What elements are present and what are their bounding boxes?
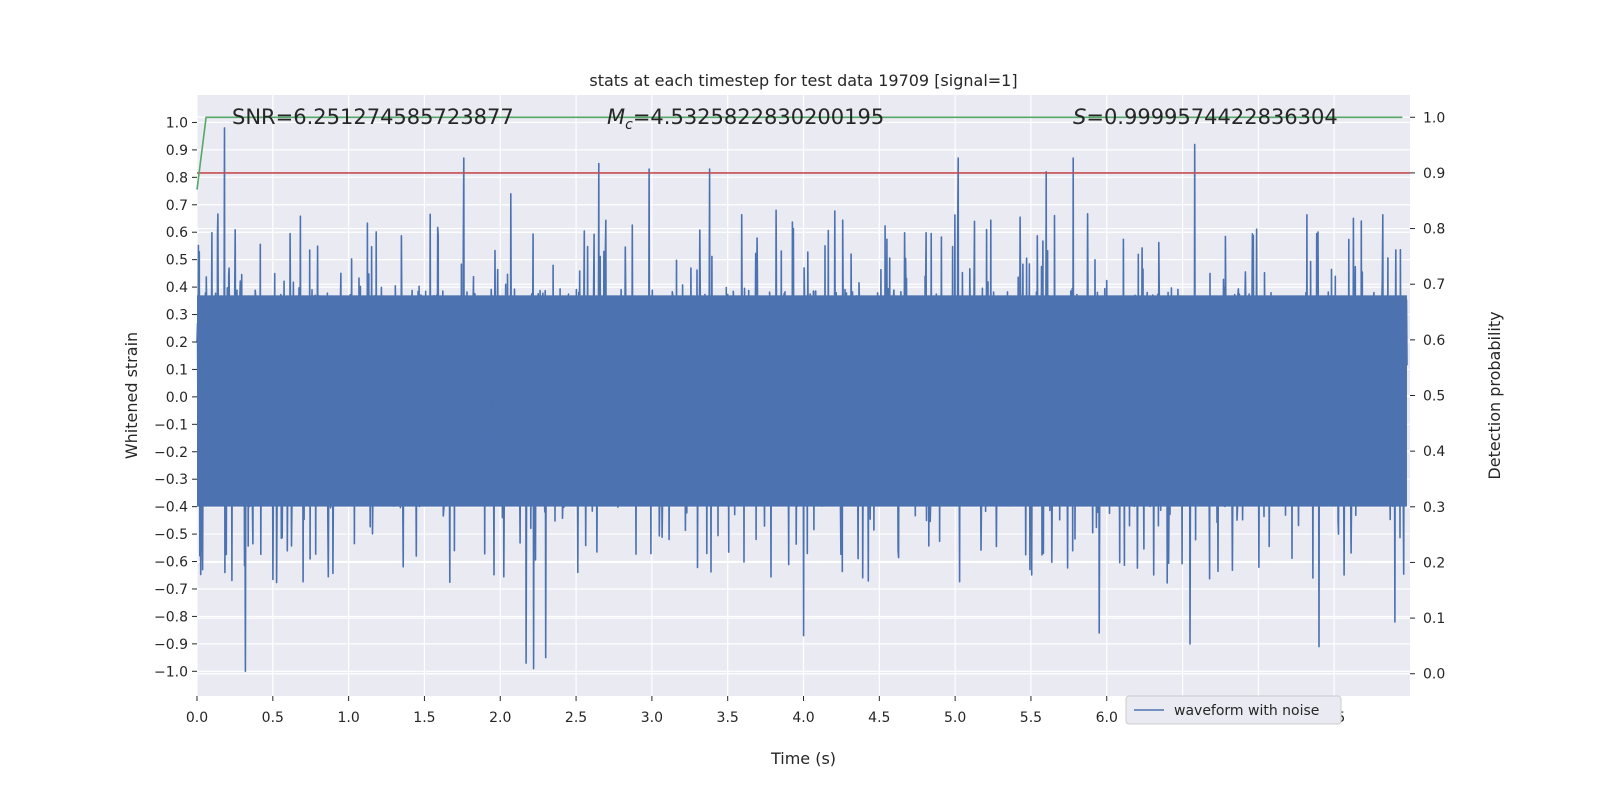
y-left-tick-label: −1.0	[154, 664, 188, 680]
probability-series	[196, 116, 1410, 190]
x-tick-label: 3.5	[717, 710, 739, 726]
y-left-tick-label: 0.1	[166, 362, 188, 378]
legend: waveform with noise	[1125, 695, 1342, 725]
x-tick-label: 2.0	[489, 710, 511, 726]
y-right-tick-label: 0.3	[1423, 500, 1445, 516]
y-right-tick-label: 0.9	[1423, 166, 1445, 182]
y-left-axis-label: Whitened strain	[122, 332, 141, 459]
y-left-tick-label: 0.3	[166, 308, 188, 324]
x-tick-label: 6.0	[1096, 710, 1118, 726]
y-left-tick-label: 0.5	[166, 253, 188, 269]
y-left-tick-label: −0.8	[154, 609, 188, 625]
y-left-tick-label: −0.4	[154, 500, 188, 516]
x-tick-label: 4.0	[792, 710, 814, 726]
y-right-tick-label: 0.1	[1423, 611, 1445, 627]
waveform-series	[196, 127, 1408, 673]
x-tick-label: 5.0	[944, 710, 966, 726]
legend-label: waveform with noise	[1174, 703, 1319, 719]
y-left-tick-label: −0.2	[154, 445, 188, 461]
x-tick-label: 5.5	[1020, 710, 1042, 726]
mc-value: =4.5325822830200195	[633, 105, 884, 129]
y-left-axis-ticks: 1.0 0.9 0.8 0.7 0.6 0.5 0.4 0.3 0.2 0.1 0.0 −0.1 −0.…	[154, 115, 197, 680]
mc-symbol: M	[607, 105, 625, 129]
legend-box	[1125, 695, 1342, 725]
y-left-tick-label: 0.9	[166, 143, 188, 159]
y-right-tick-label: 0.8	[1423, 222, 1445, 238]
detection-probability-line	[196, 116, 1403, 190]
y-right-tick-label: 0.5	[1423, 389, 1445, 405]
x-tick-label: 4.5	[868, 710, 890, 726]
x-tick-label: 2.5	[565, 710, 587, 726]
snr-annotation: SNR=6.251274585723877	[232, 105, 514, 129]
s-symbol: S	[1073, 105, 1086, 129]
x-axis-label: Time (s)	[770, 749, 836, 768]
y-right-tick-label: 0.4	[1423, 444, 1445, 460]
y-left-tick-label: 0.4	[166, 280, 188, 296]
chirp-mass-annotation: Mc=4.5325822830200195	[607, 105, 884, 133]
y-left-tick-label: 0.6	[166, 225, 188, 241]
y-right-tick-label: 0.0	[1423, 667, 1445, 683]
y-right-tick-label: 0.7	[1423, 277, 1445, 293]
y-left-tick-label: −0.1	[154, 417, 188, 433]
y-left-tick-label: 0.0	[166, 390, 188, 406]
x-tick-label: 1.0	[337, 710, 359, 726]
s-value: =0.9999574422836304	[1086, 105, 1337, 129]
x-tick-label: 1.5	[413, 710, 435, 726]
y-right-tick-label: 0.2	[1423, 555, 1445, 571]
y-left-tick-label: −0.3	[154, 472, 188, 488]
score-annotation: S=0.9999574422836304	[1073, 105, 1338, 129]
y-right-axis-label: Detection probability	[1485, 311, 1504, 479]
y-left-tick-label: 1.0	[166, 115, 188, 131]
y-left-tick-label: 0.7	[166, 198, 188, 214]
y-left-tick-label: 0.2	[166, 335, 188, 351]
waveform-line	[196, 127, 1408, 673]
y-left-tick-label: −0.6	[154, 555, 188, 571]
y-right-tick-label: 0.6	[1423, 333, 1445, 349]
y-right-axis-ticks: 1.0 0.9 0.8 0.7 0.6 0.5 0.4 0.3 0.2 0.1 0.0	[1410, 110, 1445, 683]
x-tick-label: 0.5	[262, 710, 284, 726]
chart-title: stats at each timestep for test data 197…	[589, 71, 1017, 90]
x-tick-label: 3.0	[641, 710, 663, 726]
y-left-tick-label: −0.9	[154, 637, 188, 653]
mc-subscript: c	[625, 117, 633, 133]
y-left-tick-label: −0.7	[154, 582, 188, 598]
y-left-tick-label: −0.5	[154, 527, 188, 543]
x-tick-label: 0.0	[186, 710, 208, 726]
y-left-tick-label: 0.8	[166, 170, 188, 186]
y-right-tick-label: 1.0	[1423, 110, 1445, 126]
